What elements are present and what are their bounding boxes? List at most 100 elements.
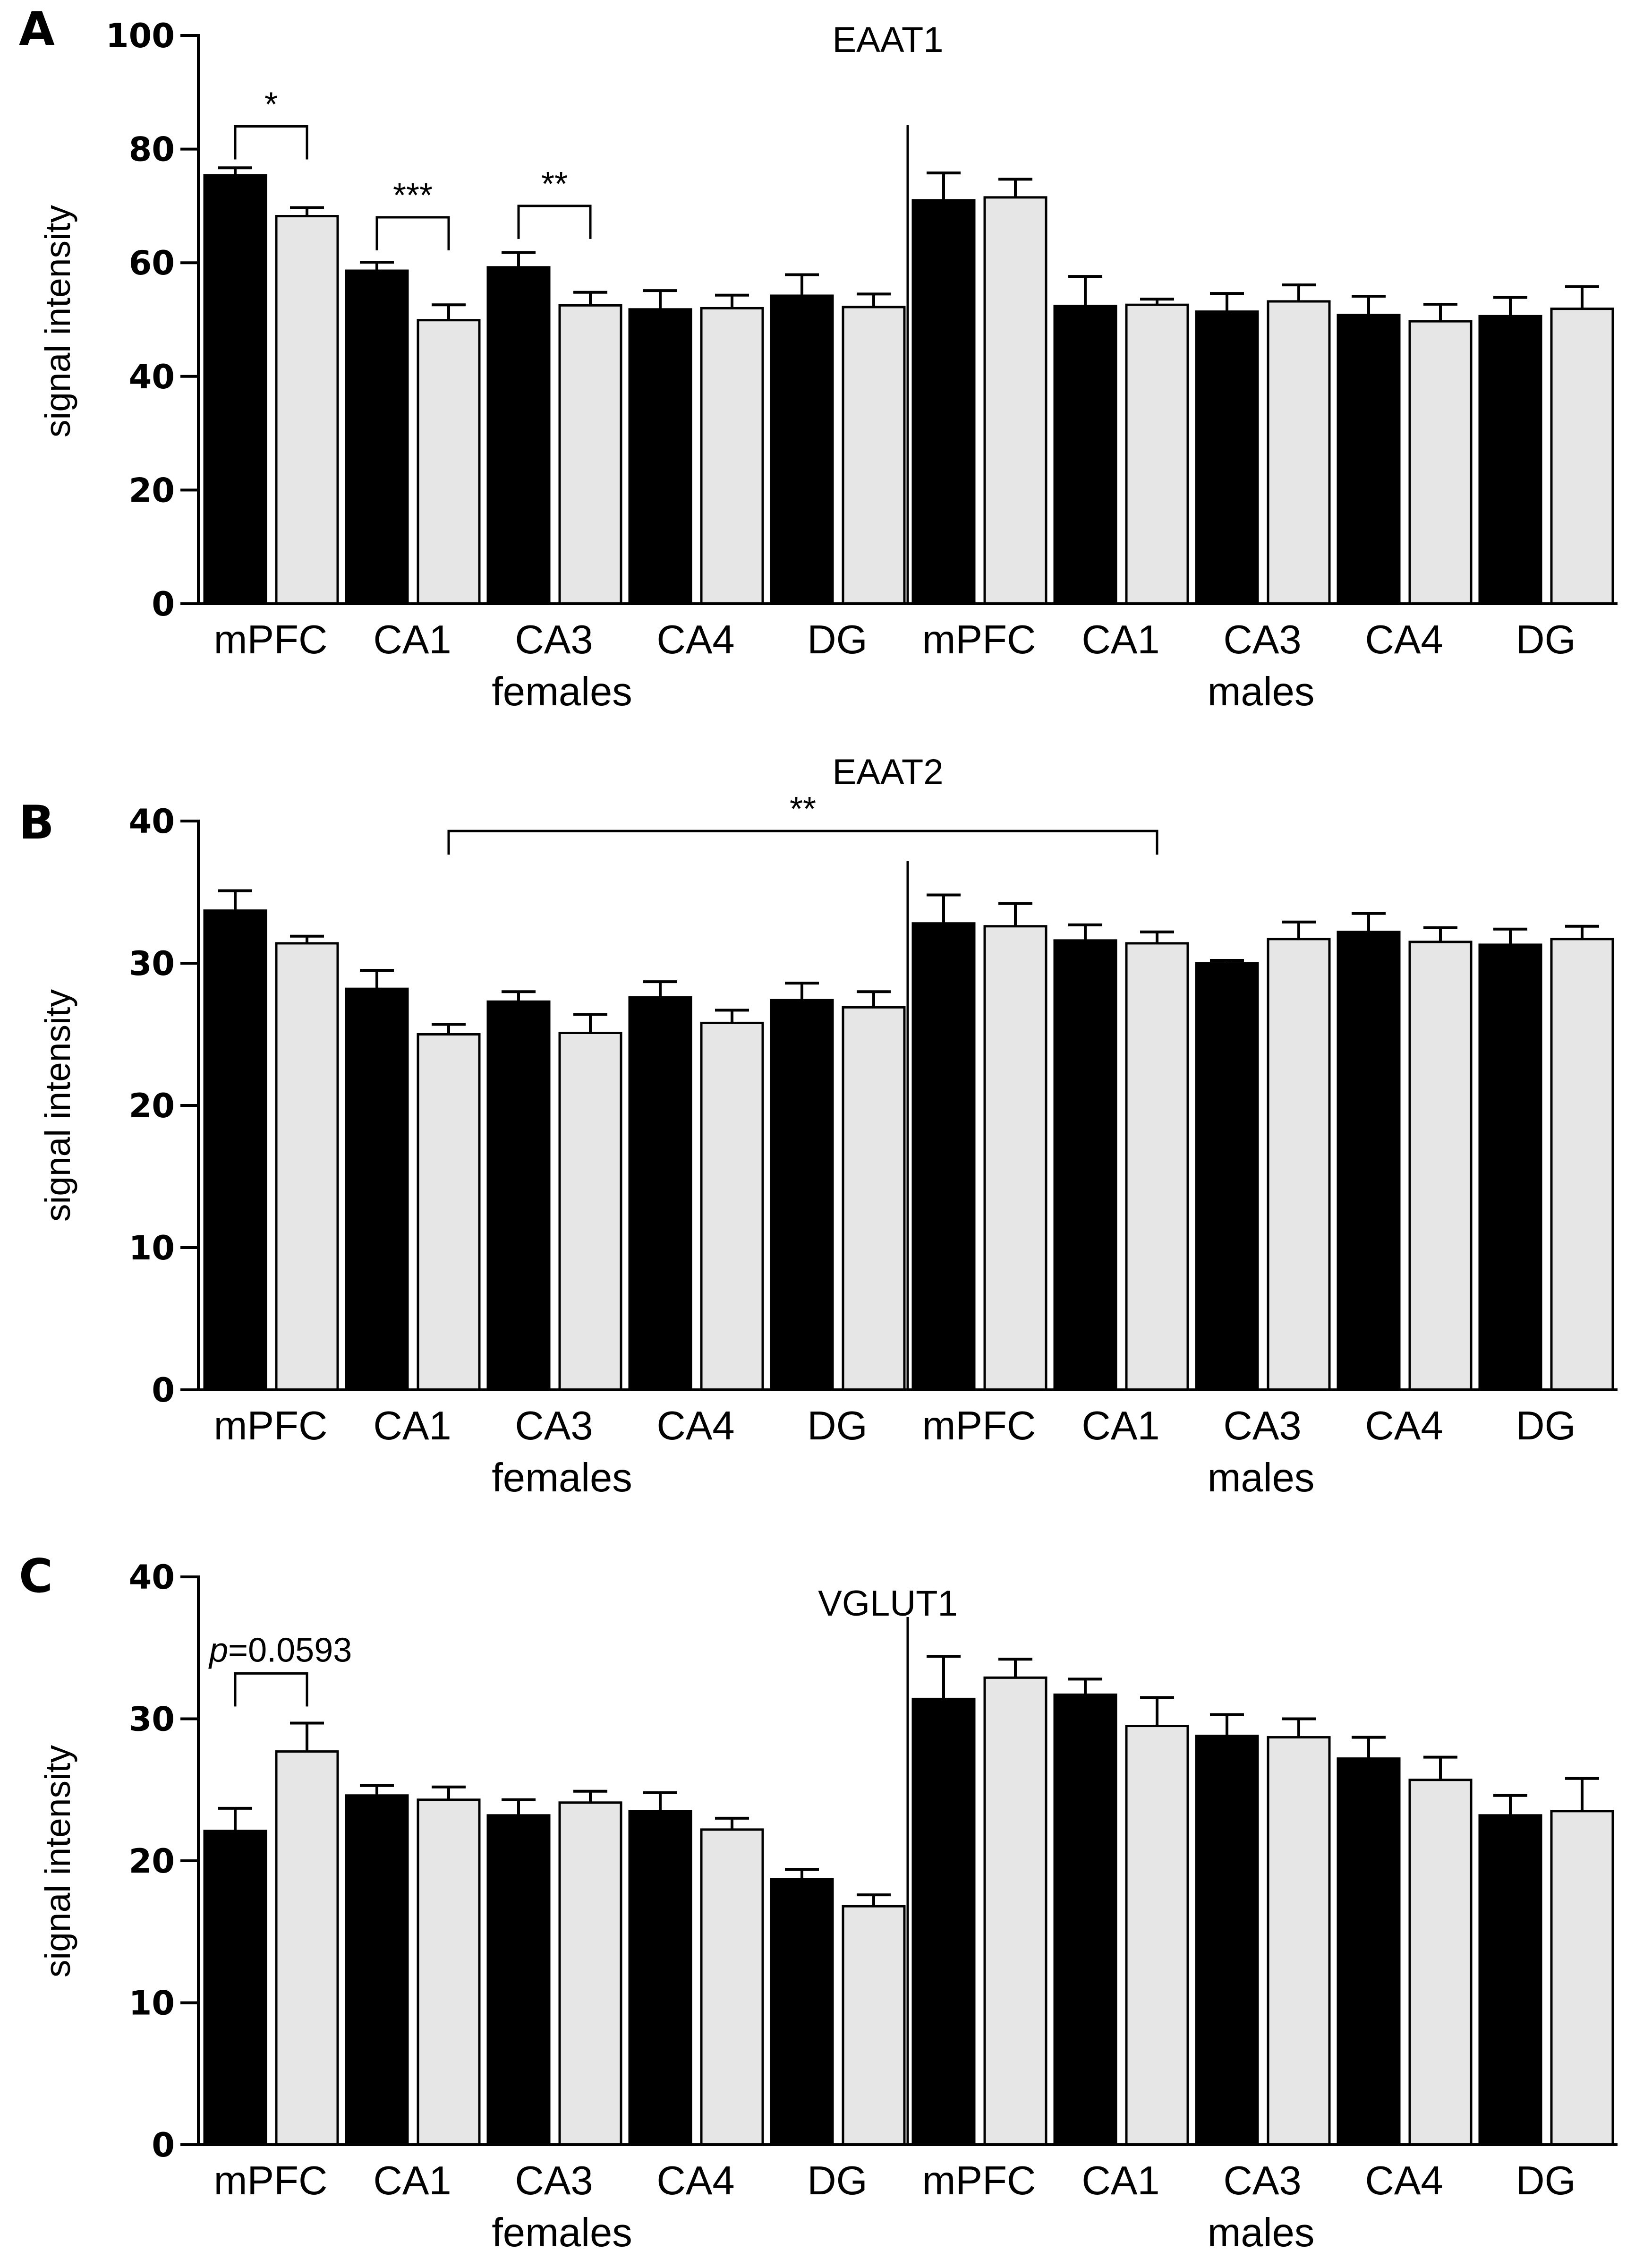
bar-grey-ca4-males (1408, 1779, 1473, 2146)
group-label-females: females (492, 1455, 632, 1500)
y-tick-label: 0 (152, 1371, 175, 1410)
y-axis-label: signal intensity (38, 1745, 77, 1977)
bar-black-ca3-males (1195, 310, 1259, 605)
x-tick-label: CA3 (515, 2158, 593, 2203)
bar-black-mpfc-females (203, 1830, 267, 2146)
bar-black-ca4-females (628, 308, 692, 605)
bar-grey-mpfc-males (983, 1676, 1047, 2146)
bar-grey-dg-females (842, 1905, 906, 2146)
bar-grey-ca4-males (1408, 941, 1473, 1391)
y-tick-label: 0 (152, 2126, 175, 2165)
x-tick-label: CA3 (515, 1404, 593, 1448)
bar-black-mpfc-females (203, 909, 267, 1391)
x-tick-label: mPFC (922, 617, 1036, 662)
panel-C: C VGLUT1 signal intensity mPFC CA1 CA3 CA4 DG mP… (19, 1549, 1618, 2255)
x-tick-label: CA3 (1223, 2158, 1301, 2203)
y-tick-label: 20 (129, 1842, 175, 1881)
y-tick-label: 40 (129, 358, 175, 396)
bar-grey-ca1-males (1125, 942, 1189, 1391)
y-tick-label: 40 (129, 1558, 175, 1597)
x-tick-label: CA3 (515, 617, 593, 662)
x-tick-label: CA1 (373, 1404, 451, 1448)
bar-grey-ca3-males (1267, 300, 1331, 605)
bar-grey-ca1-females (417, 1033, 481, 1391)
significance-label: ** (790, 790, 816, 828)
y-tick-label: 60 (129, 244, 175, 282)
significance-label: * (264, 86, 278, 123)
bar-black-dg-females (770, 999, 834, 1391)
panel-B: B EAAT2 signal intensity mPFC CA1 CA3 CA4 DG mPF… (19, 752, 1618, 1500)
bar-grey-ca3-females (558, 1031, 622, 1391)
bar-black-dg-males (1478, 943, 1542, 1391)
y-tick-label: 10 (129, 1984, 175, 2023)
y-tick-label: 0 (152, 585, 175, 624)
significance-label: p=0.0593 (208, 1631, 352, 1669)
bar-grey-ca1-females (417, 1798, 481, 2146)
bar-black-ca4-males (1337, 931, 1401, 1391)
bar-grey-ca4-females (700, 307, 764, 605)
bar-grey-ca1-males (1125, 303, 1189, 605)
bar-grey-ca4-females (700, 1021, 764, 1391)
bar-grey-ca4-females (700, 1828, 764, 2146)
x-tick-label: DG (1516, 1404, 1576, 1448)
group-label-males: males (1208, 1455, 1315, 1500)
bar-black-ca3-females (486, 1000, 551, 1391)
x-tick-label: DG (1516, 617, 1576, 662)
bar-black-ca1-males (1053, 939, 1117, 1391)
chart-title: EAAT1 (832, 20, 943, 60)
bar-black-dg-males (1478, 315, 1542, 605)
x-tick-label: CA3 (1223, 1404, 1301, 1448)
x-tick-label: DG (807, 2158, 868, 2203)
bar-black-dg-males (1478, 1814, 1542, 2146)
bar-black-ca1-females (345, 269, 409, 605)
x-tick-label: DG (807, 1404, 868, 1448)
x-tick-label: DG (807, 617, 868, 662)
group-label-females: females (492, 669, 632, 714)
chart-title: EAAT2 (832, 752, 943, 792)
significance-bracket (234, 1672, 308, 1707)
x-tick-label: CA1 (373, 2158, 451, 2203)
bar-grey-ca1-females (417, 319, 481, 605)
panel-letter: B (19, 796, 54, 850)
chart-title: VGLUT1 (818, 1583, 958, 1624)
bar-grey-dg-females (842, 1006, 906, 1391)
bar-black-dg-females (770, 1878, 834, 2146)
bar-grey-ca4-males (1408, 320, 1473, 605)
bar-black-ca4-females (628, 996, 692, 1391)
bar-grey-dg-males (1550, 938, 1614, 1391)
bar-black-ca3-females (486, 266, 551, 605)
bar-grey-dg-females (842, 306, 906, 605)
x-tick-label: CA4 (656, 2158, 734, 2203)
x-tick-label: mPFC (922, 1404, 1036, 1448)
y-axis-label: signal intensity (38, 205, 77, 437)
bar-grey-ca1-males (1125, 1725, 1189, 2146)
bar-black-dg-females (770, 294, 834, 605)
y-tick-label: 40 (129, 802, 175, 841)
x-tick-label: CA1 (1081, 2158, 1159, 2203)
bar-grey-mpfc-females (275, 215, 339, 605)
x-tick-label: CA4 (656, 617, 734, 662)
panel-letter: A (19, 2, 55, 56)
group-label-females: females (492, 2210, 632, 2255)
x-tick-label: mPFC (214, 1404, 328, 1448)
significance-label: *** (393, 177, 433, 214)
group-label-males: males (1208, 669, 1315, 714)
bar-grey-ca3-females (558, 304, 622, 605)
x-tick-label: CA4 (1365, 2158, 1443, 2203)
x-tick-label: DG (1516, 2158, 1576, 2203)
y-tick-label: 80 (129, 130, 175, 169)
bar-black-mpfc-males (911, 1697, 976, 2146)
significance-bracket (447, 830, 1158, 855)
bar-grey-mpfc-males (983, 925, 1047, 1391)
bar-grey-ca3-females (558, 1801, 622, 2146)
bar-black-ca4-males (1337, 1757, 1401, 2146)
y-tick-label: 30 (129, 1700, 175, 1739)
bar-black-ca4-females (628, 1810, 692, 2146)
bar-grey-mpfc-females (275, 942, 339, 1391)
x-tick-label: CA4 (1365, 617, 1443, 662)
panel-A: A EAAT1 signal intensity mPFC CA1 CA3 CA4 DG mPF… (19, 2, 1618, 714)
group-label-males: males (1208, 2210, 1315, 2255)
x-tick-label: CA1 (1081, 617, 1159, 662)
x-tick-label: CA4 (1365, 1404, 1443, 1448)
x-tick-label: CA1 (1081, 1404, 1159, 1448)
